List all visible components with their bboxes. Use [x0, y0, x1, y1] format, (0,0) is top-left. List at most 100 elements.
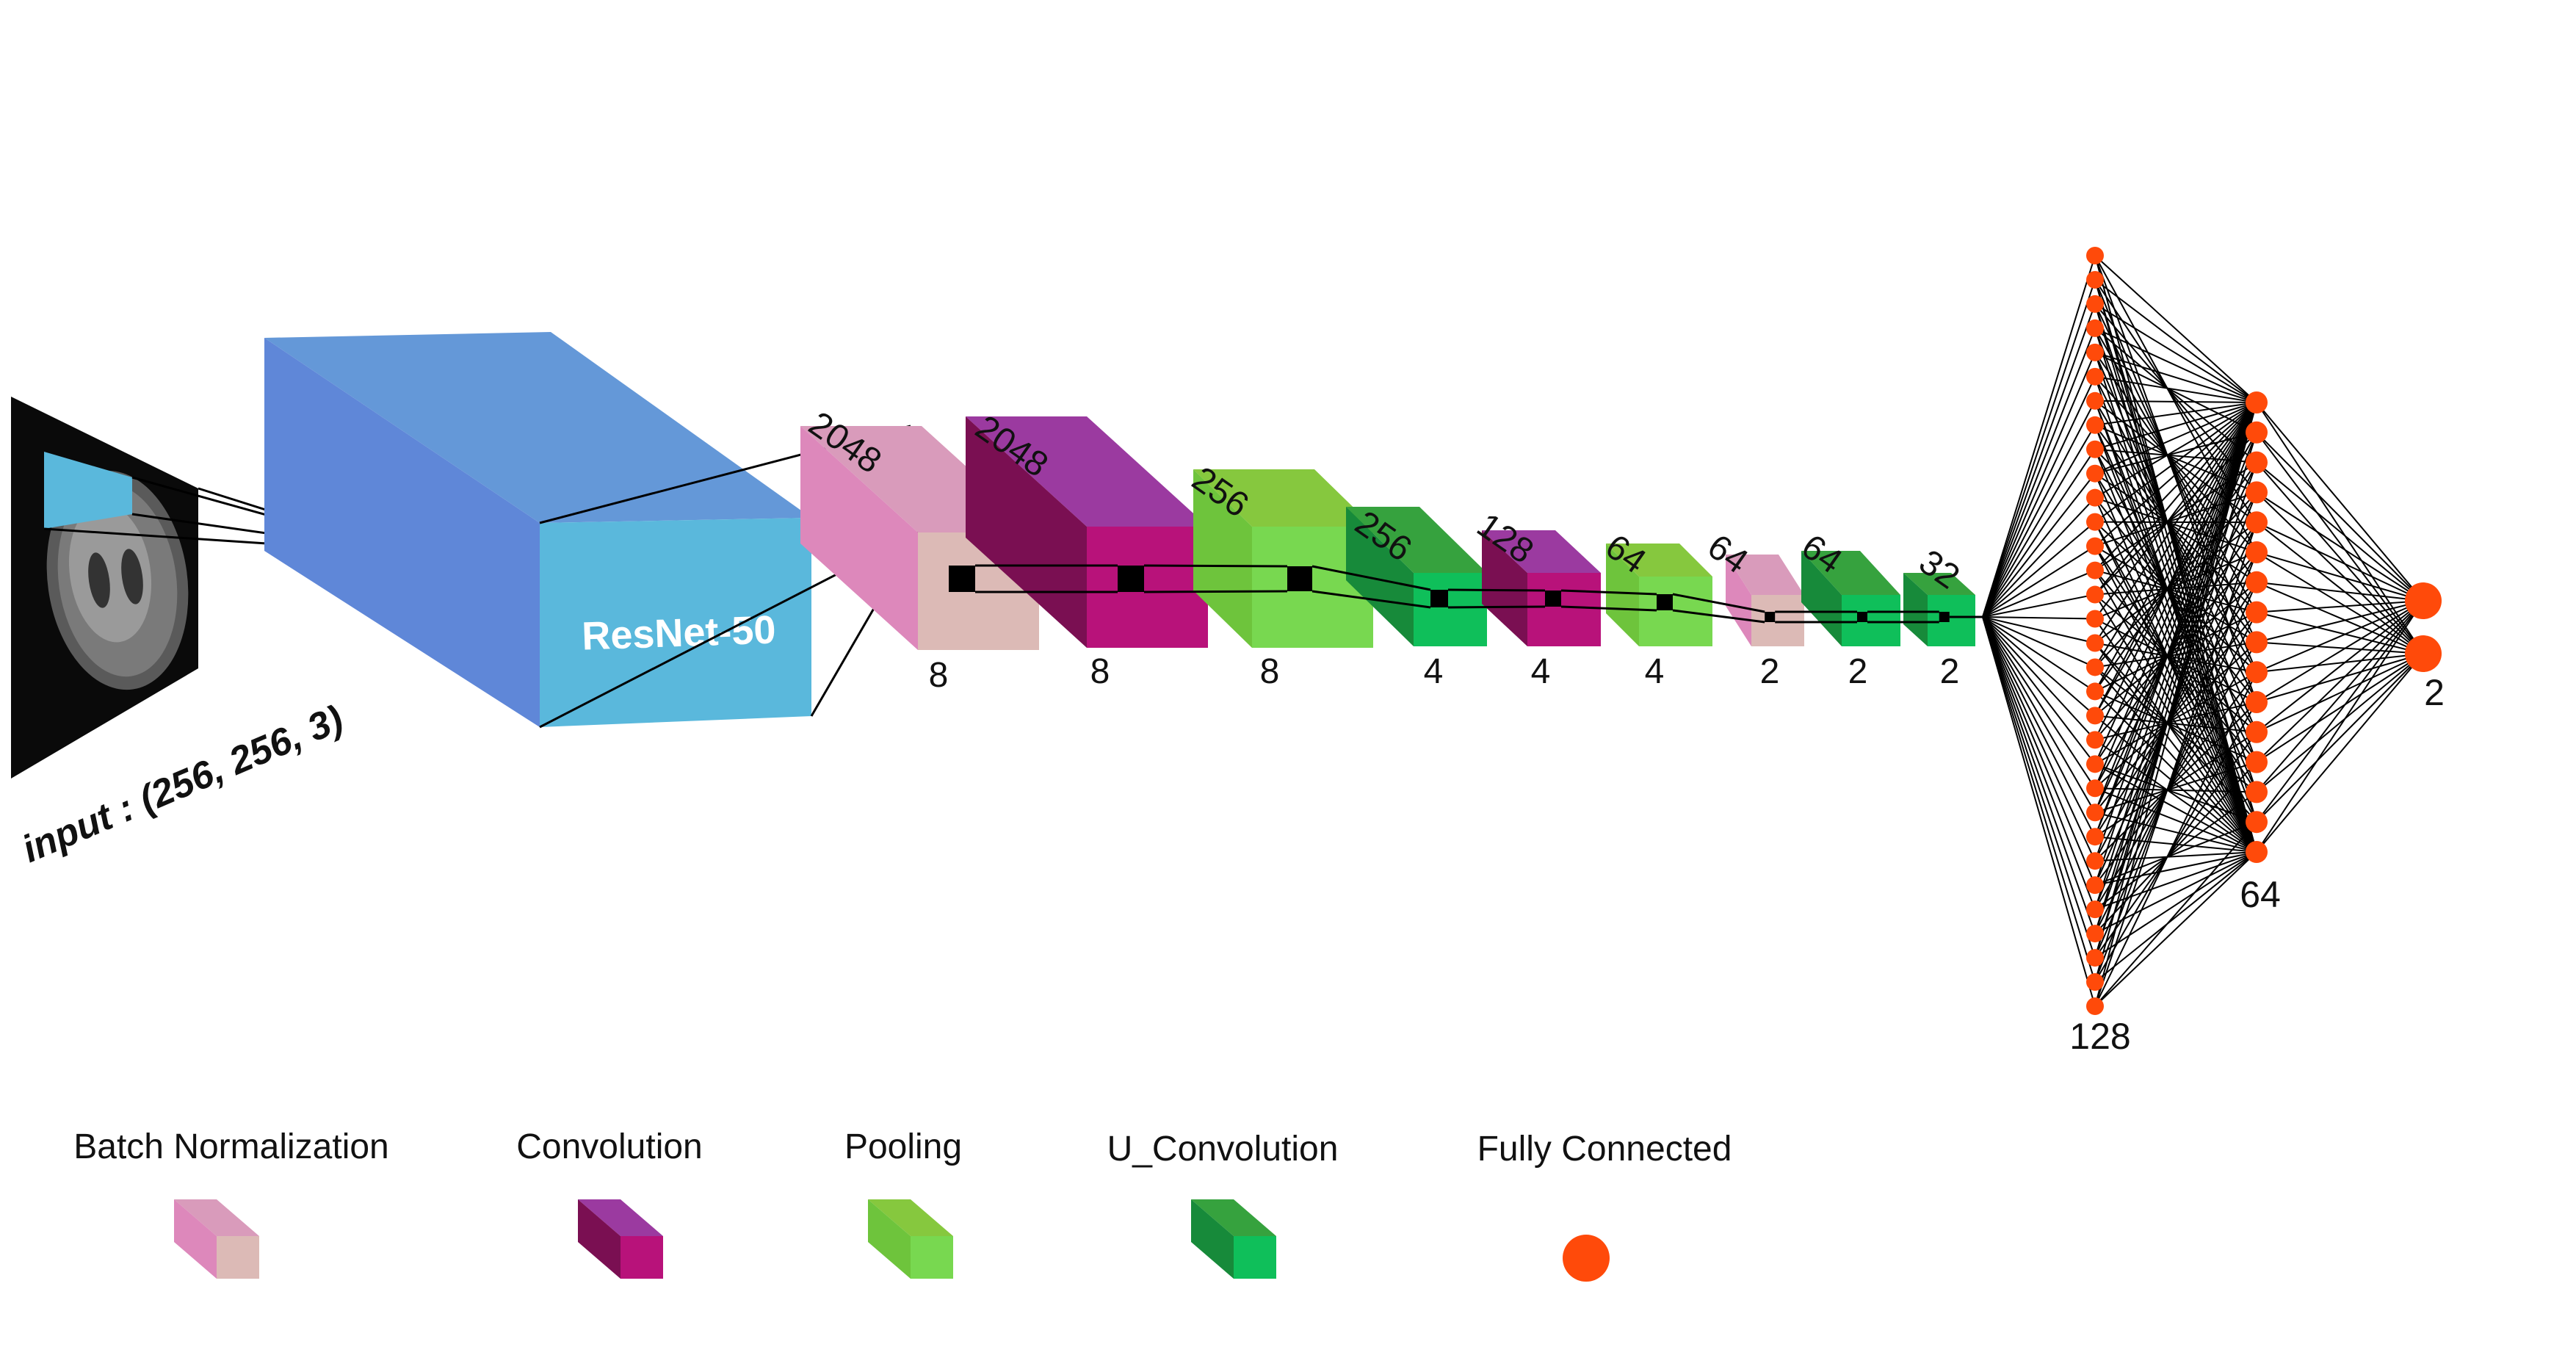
layer-6-pooling: [1606, 544, 1712, 646]
fc-edge-1-2: [2094, 351, 2257, 403]
fc-edge-2-3: [2256, 432, 2424, 654]
fc-hub-edge: [1982, 616, 2096, 813]
fc-node-l3: [2405, 635, 2442, 672]
fc-edge-1-2: [2094, 402, 2257, 765]
fc-edge-1-2: [2094, 851, 2257, 911]
fc-node-l1: [2086, 319, 2104, 337]
fc-hub-edge: [1982, 616, 2096, 644]
kernel-square-6: [1657, 594, 1673, 610]
fc-hub-edge: [1982, 616, 2096, 934]
fc-hub-edge: [1982, 352, 2096, 618]
fc-edge-1-2: [2094, 851, 2257, 958]
fc-edge-1-2: [2094, 821, 2257, 1007]
fc-node-l1: [2086, 900, 2104, 919]
fc-node-l1: [2086, 440, 2104, 458]
fc-edge-1-2: [2094, 402, 2257, 837]
fc-node-l1: [2086, 682, 2104, 701]
layer-2-convolution: [966, 416, 1208, 648]
fc-hub-edge: [1982, 400, 2096, 618]
legend-label-pooling: Pooling: [844, 1127, 962, 1166]
layer-4-size-label: 4: [1424, 652, 1444, 691]
legend-swatch-convolution: [578, 1199, 663, 1279]
fc-node-l2: [2246, 601, 2268, 624]
fc-edge-2-3: [2256, 491, 2424, 602]
fc-node-l1: [2086, 247, 2104, 264]
fc-label-128: 128: [2069, 1016, 2130, 1057]
layer-4-u-convolution: [1346, 507, 1487, 646]
layer-1-batch-norm-side: [800, 426, 918, 650]
fc-edge-2-3: [2256, 600, 2424, 763]
fc-edge-2-3: [2256, 653, 2424, 853]
fc-hub-edge: [1982, 569, 2096, 618]
kernel-connection-6-b: [1672, 609, 1765, 624]
fc-edge-1-2: [2094, 449, 2257, 613]
fc-node-l2: [2246, 391, 2268, 414]
fc-node-l1: [2086, 270, 2104, 289]
layer-5-convolution-top: [1482, 530, 1601, 573]
fc-edge-1-2: [2094, 402, 2257, 1007]
fc-hub-edge: [1982, 616, 2096, 741]
fc-edge-1-2: [2094, 402, 2257, 910]
kernel-connection-2-b: [1143, 590, 1288, 593]
fc-edge-1-2: [2094, 402, 2257, 789]
fc-hub-edge: [1982, 303, 2096, 618]
fc-hub-edge: [1982, 616, 2096, 910]
fc-edge-1-2: [2094, 402, 2257, 716]
fc-edge-1-2: [2094, 612, 2257, 934]
fc-node-l1: [2086, 949, 2104, 967]
fc-edge-1-2: [2094, 402, 2257, 668]
legend-swatch-pooling-side: [868, 1199, 911, 1279]
fc-edge-1-2: [2094, 402, 2257, 620]
fc-hub-edge: [1982, 593, 2096, 618]
fc-hub-edge: [1982, 376, 2096, 618]
legend-swatch-batch-norm-top: [174, 1199, 259, 1236]
fc-edge-2-3: [2256, 402, 2424, 654]
fc-node-l1: [2086, 997, 2104, 1015]
layer-2-convolution-side: [966, 416, 1087, 648]
fc-edge-1-2: [2094, 492, 2257, 910]
fc-node-l1: [2086, 537, 2104, 555]
layer-1-size-label: 8: [929, 656, 949, 695]
layer-8-size-label: 2: [1848, 652, 1868, 691]
legend-swatch-u-convolution: [1191, 1199, 1276, 1279]
layer-2-convolution-front: [1087, 527, 1208, 648]
fc-hub-edge: [1982, 545, 2096, 618]
legend-swatch-u-convolution-top: [1191, 1199, 1276, 1236]
layer-7-size-label: 2: [1760, 652, 1780, 691]
fc-edge-2-3: [2256, 600, 2424, 613]
fc-edge-1-2: [2094, 671, 2257, 886]
fc-hub-edge: [1982, 496, 2096, 618]
fc-edge-1-2: [2094, 821, 2257, 886]
fc-edge-1-2: [2094, 402, 2257, 740]
fc-edge-1-2: [2094, 521, 2257, 1007]
kernel-square-4: [1430, 590, 1448, 607]
fc-hub-edge: [1982, 449, 2096, 618]
fc-node-l1: [2086, 828, 2104, 846]
legend-swatch-fully-connected: [1563, 1235, 1610, 1282]
layer-3-size-label: 8: [1260, 652, 1280, 691]
fc-edge-2-3: [2256, 461, 2424, 602]
fc-hub-edge: [1982, 616, 2096, 1007]
kernel-square-5: [1545, 591, 1561, 607]
fc-edge-1-2: [2094, 402, 2257, 862]
fc-node-l1: [2086, 707, 2104, 725]
layer-8-u-convolution-front: [1842, 595, 1900, 646]
fc-edge-2-3: [2256, 653, 2424, 793]
kernel-connection-5-b: [1560, 605, 1657, 612]
fc-edge-2-3: [2256, 600, 2424, 643]
fc-edge-1-2: [2094, 593, 2257, 733]
fc-hub-edge: [1982, 279, 2096, 618]
fc-edge-1-2: [2094, 851, 2257, 983]
fc-edge-2-3: [2256, 611, 2424, 654]
kernel-square-9: [1939, 612, 1950, 622]
fc-node-l1: [2086, 779, 2104, 798]
fc-edge-1-2: [2094, 375, 2257, 403]
fc-edges: [1949, 255, 2424, 1007]
fc-hub-edge: [1982, 255, 2096, 618]
fc-edge-1-2: [2094, 402, 2257, 958]
kernel-square-3: [1287, 566, 1312, 591]
fc-node-l1: [2086, 585, 2104, 604]
kernel-connection-3: [1311, 565, 1431, 591]
fc-node-l2: [2246, 781, 2268, 803]
